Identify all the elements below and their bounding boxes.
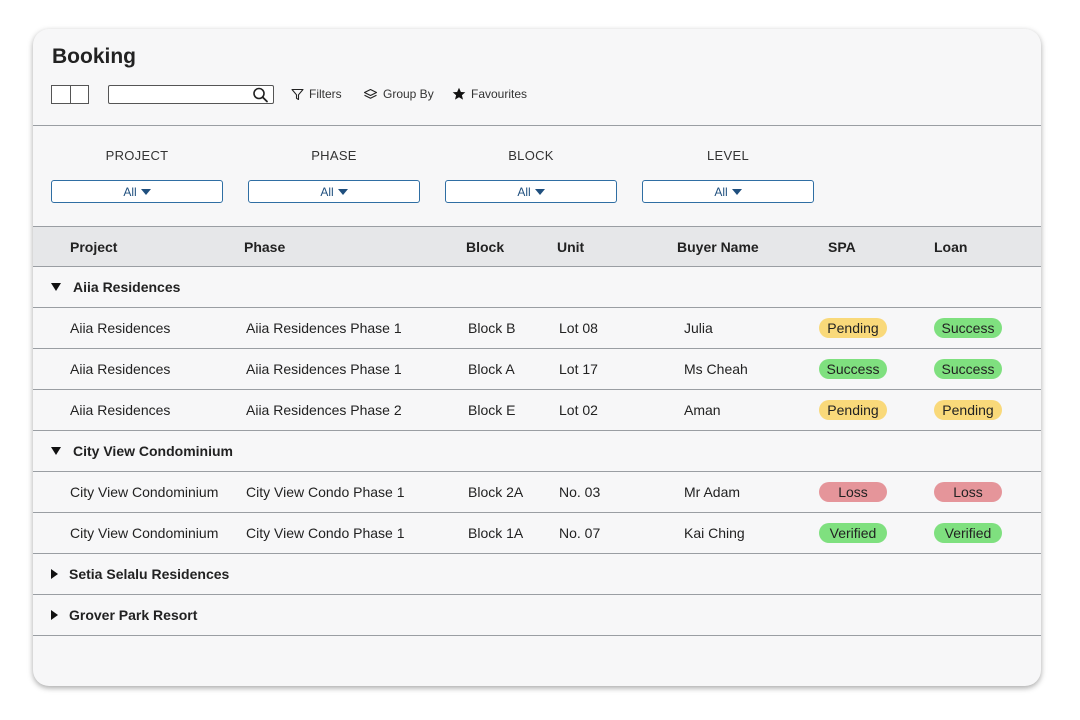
column-header-phase[interactable]: Phase xyxy=(244,239,286,255)
cell-phase: City View Condo Phase 1 xyxy=(246,525,405,541)
spa-status-badge: Verified xyxy=(819,523,887,543)
collapse-triangle-icon[interactable] xyxy=(51,283,61,291)
column-header-project[interactable]: Project xyxy=(70,239,118,255)
cell-unit: Lot 02 xyxy=(559,402,598,418)
table-header: Project Phase Block Unit Buyer Name SPA … xyxy=(33,226,1041,267)
loan-status-badge: Pending xyxy=(934,400,1002,420)
group-by-button[interactable]: Group By xyxy=(363,87,434,101)
caret-down-icon xyxy=(731,189,742,195)
view-toggle-left[interactable] xyxy=(52,86,71,103)
loan-status-badge: Success xyxy=(934,359,1002,379)
cell-project: City View Condominium xyxy=(70,525,219,541)
table-row[interactable]: City View Condominium City View Condo Ph… xyxy=(33,472,1041,513)
column-header-unit[interactable]: Unit xyxy=(557,239,585,255)
page-title: Booking xyxy=(52,45,136,68)
cell-buyer: Kai Ching xyxy=(684,525,745,541)
group-name: City View Condominium xyxy=(73,443,233,459)
group-row-city-view-condominium[interactable]: City View Condominium xyxy=(33,431,1041,472)
layers-icon xyxy=(363,88,378,99)
filter-label-phase: PHASE xyxy=(311,148,357,163)
caret-down-icon xyxy=(337,189,348,195)
filter-phase-value: All xyxy=(320,184,334,199)
filter-label-level: LEVEL xyxy=(707,148,749,163)
spa-status-badge: Pending xyxy=(819,400,887,420)
table-row[interactable]: Aiia Residences Aiia Residences Phase 2 … xyxy=(33,390,1041,431)
expand-triangle-icon[interactable] xyxy=(51,569,58,579)
filters-button[interactable]: Filters xyxy=(291,87,342,101)
view-toggle-right[interactable] xyxy=(71,86,89,103)
table-row[interactable]: City View Condominium City View Condo Ph… xyxy=(33,513,1041,554)
cell-unit: No. 03 xyxy=(559,484,601,500)
filter-level-value: All xyxy=(714,184,728,199)
booking-card: Booking Filters Group By Favourites PROJ… xyxy=(33,29,1041,686)
filter-project-select[interactable]: All xyxy=(51,180,223,203)
toolbar-divider xyxy=(33,125,1041,126)
favourites-button[interactable]: Favourites xyxy=(452,87,527,101)
group-name: Setia Selalu Residences xyxy=(69,566,230,582)
cell-project: Aiia Residences xyxy=(70,320,171,336)
filter-icon xyxy=(291,88,304,100)
cell-buyer: Julia xyxy=(684,320,713,336)
table-row[interactable]: Aiia Residences Aiia Residences Phase 1 … xyxy=(33,349,1041,390)
group-row-grover-park-resort[interactable]: Grover Park Resort xyxy=(33,595,1041,636)
filter-phase-select[interactable]: All xyxy=(248,180,420,203)
table-row[interactable]: Aiia Residences Aiia Residences Phase 1 … xyxy=(33,308,1041,349)
cell-unit: No. 07 xyxy=(559,525,601,541)
group-row-setia-selalu-residences[interactable]: Setia Selalu Residences xyxy=(33,554,1041,595)
cell-block: Block 2A xyxy=(468,484,524,500)
cell-block: Block A xyxy=(468,361,515,377)
filter-project-value: All xyxy=(123,184,137,199)
column-header-spa[interactable]: SPA xyxy=(828,239,856,255)
cell-block: Block B xyxy=(468,320,516,336)
group-row-aiia-residences[interactable]: Aiia Residences xyxy=(33,267,1041,308)
cell-phase: Aiia Residences Phase 2 xyxy=(246,402,402,418)
caret-down-icon xyxy=(534,189,545,195)
spa-status-badge: Loss xyxy=(819,482,887,502)
caret-down-icon xyxy=(140,189,151,195)
star-icon xyxy=(452,87,466,100)
search-icon[interactable] xyxy=(252,86,269,103)
cell-unit: Lot 17 xyxy=(559,361,598,377)
favourites-label: Favourites xyxy=(471,87,528,101)
cell-buyer: Mr Adam xyxy=(684,484,741,500)
filter-label-project: PROJECT xyxy=(105,148,169,163)
view-toggle[interactable] xyxy=(51,85,89,104)
search-box xyxy=(108,85,274,104)
column-header-loan[interactable]: Loan xyxy=(934,239,968,255)
filter-level-select[interactable]: All xyxy=(642,180,814,203)
loan-status-badge: Loss xyxy=(934,482,1002,502)
spa-status-badge: Pending xyxy=(819,318,887,338)
cell-phase: City View Condo Phase 1 xyxy=(246,484,405,500)
cell-block: Block E xyxy=(468,402,516,418)
cell-phase: Aiia Residences Phase 1 xyxy=(246,320,402,336)
group-name: Grover Park Resort xyxy=(69,607,198,623)
collapse-triangle-icon[interactable] xyxy=(51,447,61,455)
loan-status-badge: Success xyxy=(934,318,1002,338)
group-by-label: Group By xyxy=(383,87,434,101)
filter-label-block: BLOCK xyxy=(508,148,554,163)
expand-triangle-icon[interactable] xyxy=(51,610,58,620)
loan-status-badge: Verified xyxy=(934,523,1002,543)
cell-project: Aiia Residences xyxy=(70,361,171,377)
group-name: Aiia Residences xyxy=(73,279,181,295)
cell-project: City View Condominium xyxy=(70,484,219,500)
cell-buyer: Ms Cheah xyxy=(684,361,748,377)
cell-block: Block 1A xyxy=(468,525,524,541)
cell-unit: Lot 08 xyxy=(559,320,598,336)
cell-phase: Aiia Residences Phase 1 xyxy=(246,361,402,377)
filters-label: Filters xyxy=(309,87,342,101)
search-input[interactable] xyxy=(109,86,257,104)
cell-buyer: Aman xyxy=(684,402,721,418)
column-header-buyer-name[interactable]: Buyer Name xyxy=(677,239,759,255)
filter-block-value: All xyxy=(517,184,531,199)
spa-status-badge: Success xyxy=(819,359,887,379)
column-header-block[interactable]: Block xyxy=(466,239,505,255)
cell-project: Aiia Residences xyxy=(70,402,171,418)
filter-block-select[interactable]: All xyxy=(445,180,617,203)
